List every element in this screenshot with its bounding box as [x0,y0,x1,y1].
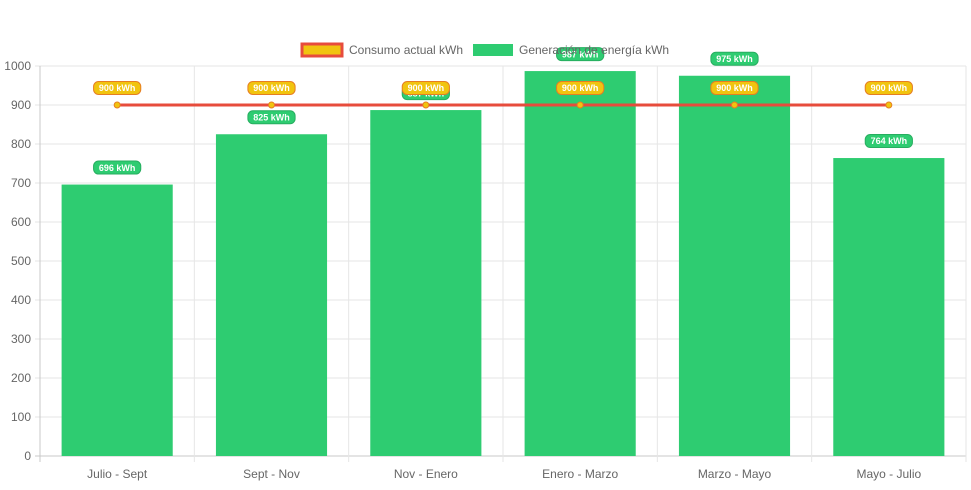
bar-data-label-bg [864,134,913,149]
line-data-label: 900 kWh [864,81,913,95]
bar-data-label: 825 kWh [247,110,296,125]
line-data-label-bg [93,81,142,95]
legend[interactable]: Consumo actual kWh Generación de energía … [300,42,669,58]
bar-data-label-text: 975 kWh [716,54,753,64]
bar-data-label: 975 kWh [710,51,759,66]
bar-data-label: 987 kWh [556,47,605,62]
legend-label-consumo[interactable]: Consumo actual kWh [349,43,463,57]
line-data-label-bg [247,81,296,95]
y-tick-label: 1000 [4,59,31,73]
line-data-label-bg [556,81,605,95]
bar-data-label-bg [247,110,296,125]
line-data-label: 900 kWh [401,81,450,95]
x-tick-label: Marzo - Mayo [698,467,772,481]
line-point[interactable] [576,101,584,109]
legend-label-generacion[interactable]: Generación de energía kWh [519,43,669,57]
bar[interactable] [524,71,636,456]
legend-swatch-generacion [473,44,513,56]
axes: 0 100 200 300 400 500 600 700 800 900 1000 Julio - … [4,59,921,481]
bar-data-label-text: 825 kWh [253,112,290,122]
line-data-label-text: 900 kWh [408,83,445,93]
line-point[interactable] [731,101,738,109]
legend-swatch-consumo [300,42,344,58]
line-data-label: 900 kWh [556,81,605,95]
line-data-label-bg [401,81,450,95]
line-data-label-text: 900 kWh [99,83,136,93]
line-data-label-bg [864,81,913,95]
line-data-label: 900 kWh [247,81,296,95]
gridlines [35,65,967,462]
bar-data-label-bg [556,47,605,62]
bar-data-label-bg [93,160,142,175]
line-point[interactable] [885,101,893,109]
line-data-label: 900 kWh [93,81,142,95]
y-tick-label: 800 [11,137,31,151]
line-data-label-text: 900 kWh [871,83,908,93]
y-tick-label: 200 [11,371,31,385]
bar-data-label: 764 kWh [864,134,913,149]
bar[interactable] [215,134,328,456]
bar[interactable] [833,158,945,457]
bar[interactable] [61,184,173,456]
y-tick-label: 0 [24,449,31,463]
bar-data-label-text: 987 kWh [562,49,599,59]
line-data-label-text: 900 kWh [253,83,290,93]
y-tick-label: 700 [11,176,31,190]
line-data-label-bg [710,81,759,95]
x-tick-label: Julio - Sept [87,467,148,481]
x-tick-label: Mayo - Julio [856,467,921,481]
line-point[interactable] [422,101,430,109]
x-tick-label: Enero - Marzo [542,467,618,481]
bar[interactable] [678,75,791,456]
line-point[interactable] [268,101,275,109]
line-series [113,101,893,109]
y-tick-label: 900 [11,98,31,112]
bar-series [61,71,945,457]
bar-data-label-text: 696 kWh [99,163,136,173]
y-tick-label: 100 [11,410,31,424]
y-tick-label: 600 [11,215,31,229]
y-tick-label: 500 [11,254,31,268]
y-tick-label: 400 [11,293,31,307]
line-point[interactable] [113,101,121,109]
bar[interactable] [370,110,482,456]
line-data-label: 900 kWh [710,81,759,95]
x-tick-label: Nov - Enero [394,467,458,481]
bar-data-label: 696 kWh [93,160,142,175]
x-tick-label: Sept - Nov [243,467,300,481]
bar-data-label-text: 764 kWh [871,136,908,146]
line-data-label-text: 900 kWh [562,83,599,93]
line-data-label-text: 900 kWh [716,83,753,93]
bar-data-label-bg [710,51,759,66]
y-tick-label: 300 [11,332,31,346]
